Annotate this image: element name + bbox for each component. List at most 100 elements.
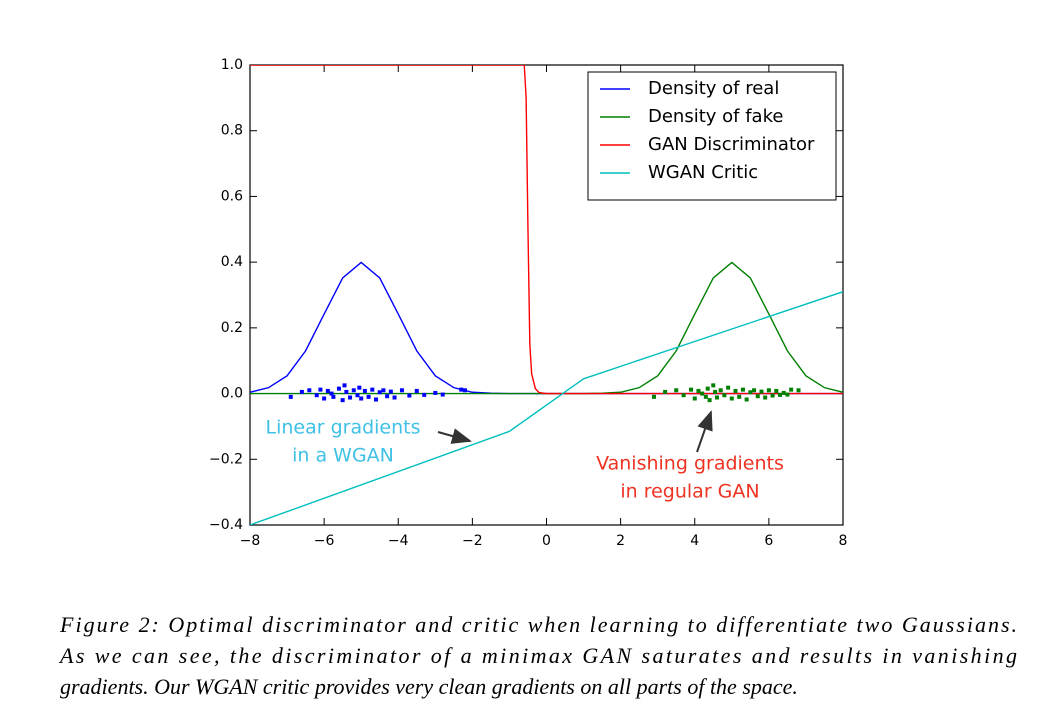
sample-point bbox=[318, 387, 323, 392]
sample-point bbox=[414, 388, 419, 393]
legend-box bbox=[587, 71, 837, 201]
sample-point bbox=[351, 388, 356, 393]
annotation: in a WGAN bbox=[292, 445, 394, 467]
sample-point bbox=[740, 387, 745, 392]
sample-point bbox=[722, 393, 727, 398]
sample-point bbox=[385, 394, 390, 399]
sample-point bbox=[674, 388, 679, 393]
sample-point bbox=[381, 388, 386, 393]
sample-point bbox=[796, 388, 801, 393]
sample-point bbox=[681, 393, 686, 398]
x-tick-label: 0 bbox=[542, 533, 551, 549]
y-tick-label: −0.2 bbox=[209, 451, 243, 467]
sample-point bbox=[366, 394, 371, 399]
sample-point bbox=[388, 389, 393, 394]
sample-point bbox=[407, 393, 412, 398]
sample-point bbox=[357, 385, 362, 390]
sample-point bbox=[314, 393, 319, 398]
x-tick-label: 2 bbox=[616, 533, 625, 549]
legend-label: GAN Discriminator bbox=[648, 134, 815, 155]
sample-point bbox=[755, 394, 760, 399]
sample-point bbox=[689, 387, 694, 392]
sample-point bbox=[692, 396, 697, 401]
sample-point bbox=[744, 397, 749, 402]
plot-area bbox=[250, 65, 843, 525]
x-tick-label: −4 bbox=[388, 533, 409, 549]
sample-point bbox=[718, 388, 723, 393]
sample-point bbox=[307, 388, 312, 393]
sample-point bbox=[700, 391, 705, 396]
x-tick-label: −2 bbox=[462, 533, 483, 549]
sample-point bbox=[340, 398, 345, 403]
sample-point bbox=[288, 394, 293, 399]
sample-point bbox=[348, 395, 353, 400]
series-line bbox=[250, 291, 843, 525]
sample-point bbox=[703, 394, 708, 399]
sample-point bbox=[422, 392, 427, 397]
sample-point bbox=[651, 394, 656, 399]
sample-point bbox=[331, 394, 336, 399]
sample-point bbox=[696, 388, 701, 393]
sample-point bbox=[789, 387, 794, 392]
sample-point bbox=[399, 388, 404, 393]
sample-point bbox=[733, 388, 738, 393]
sample-point bbox=[336, 386, 341, 391]
sample-point bbox=[711, 383, 716, 388]
sample-point bbox=[359, 396, 364, 401]
annotation: Linear gradients bbox=[265, 417, 420, 439]
caption-line: gradients. Our WGAN critic provides very… bbox=[60, 674, 798, 699]
sample-point bbox=[726, 385, 731, 390]
y-tick-label: −0.4 bbox=[209, 517, 243, 533]
sample-point bbox=[752, 388, 757, 393]
y-tick-label: 0.4 bbox=[221, 254, 243, 270]
y-tick-label: 1.0 bbox=[221, 57, 243, 73]
sample-point bbox=[322, 396, 327, 401]
legend-label: Density of fake bbox=[648, 106, 783, 127]
sample-point bbox=[781, 390, 786, 395]
sample-point bbox=[299, 389, 304, 394]
sample-point bbox=[440, 392, 445, 397]
sample-point bbox=[459, 387, 464, 392]
sample-point bbox=[763, 395, 768, 400]
sample-point bbox=[774, 388, 779, 393]
sample-point bbox=[759, 389, 764, 394]
sample-point bbox=[705, 386, 710, 391]
legend-label: Density of real bbox=[648, 78, 779, 99]
sample-point bbox=[344, 389, 349, 394]
sample-point bbox=[325, 388, 330, 393]
annotation-arrow bbox=[696, 410, 713, 453]
sample-point bbox=[377, 390, 382, 395]
sample-point bbox=[714, 395, 719, 400]
sample-point bbox=[329, 391, 334, 396]
sample-point bbox=[362, 388, 367, 393]
sample-point bbox=[663, 389, 668, 394]
x-tick-label: 4 bbox=[690, 533, 699, 549]
caption-line: Figure 2: Optimal discriminator and crit… bbox=[59, 612, 1017, 637]
sample-point bbox=[777, 392, 782, 397]
sample-point bbox=[374, 397, 379, 402]
sample-point bbox=[392, 395, 397, 400]
sample-point bbox=[770, 393, 775, 398]
sample-point bbox=[433, 390, 438, 395]
sample-point bbox=[785, 392, 790, 397]
y-tick-label: 0.8 bbox=[221, 123, 243, 139]
sample-point bbox=[342, 383, 347, 388]
sample-point bbox=[737, 394, 742, 399]
sample-point bbox=[766, 388, 771, 393]
annotation: in regular GAN bbox=[620, 481, 759, 503]
x-tick-label: −6 bbox=[314, 533, 335, 549]
sample-point bbox=[462, 388, 467, 393]
series-line bbox=[250, 65, 843, 395]
sample-point bbox=[370, 387, 375, 392]
sample-point bbox=[707, 398, 712, 403]
annotation-arrow bbox=[437, 428, 472, 444]
caption-line: As we can see, the discriminator of a mi… bbox=[58, 643, 1017, 668]
sample-point bbox=[729, 396, 734, 401]
legend-label: WGAN Critic bbox=[648, 162, 758, 183]
x-tick-label: 6 bbox=[764, 533, 773, 549]
x-tick-label: 8 bbox=[839, 533, 848, 549]
sample-point bbox=[355, 393, 360, 398]
annotation: Vanishing gradients bbox=[596, 453, 784, 475]
sample-point bbox=[748, 390, 753, 395]
